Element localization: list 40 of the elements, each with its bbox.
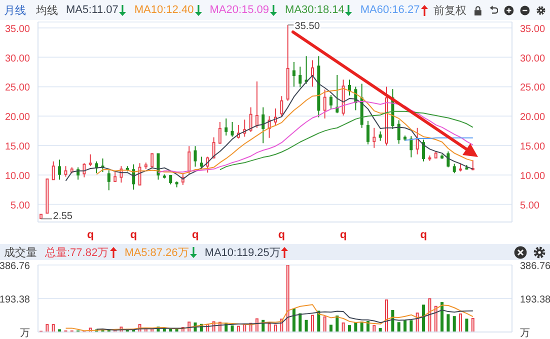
text: MA60:16.27 — [360, 4, 420, 16]
text: MA10:119.25万 — [204, 246, 280, 260]
y2-tick-label: 35.00 — [520, 24, 546, 35]
y2-tick-label: 30.00 — [520, 53, 546, 64]
text: 前复权 — [434, 4, 467, 18]
y2-tick-label: 25.00 — [520, 82, 546, 94]
y-tick-label: 193.38 — [0, 294, 30, 306]
text: MA20:15.09 — [210, 4, 270, 16]
y-tick-label: 30.00 — [4, 53, 30, 64]
text: MA5:11.07 — [66, 4, 118, 16]
legend-title: 均线 — [36, 4, 58, 18]
x-tick-label: q — [278, 228, 286, 241]
y2-tick-label: 386.76 — [520, 261, 550, 272]
y2-tick-label: 10.00 — [520, 170, 546, 182]
y2-tick-label: 万 — [520, 328, 530, 339]
y-tick-label: 386.76 — [0, 261, 30, 272]
y2-tick-label: 193.38 — [520, 294, 550, 306]
text: MA10:12.40 — [134, 4, 194, 16]
y-tick-label: 35.00 — [4, 24, 30, 35]
x-tick-label: q — [87, 228, 94, 241]
text: MA30:18.14 — [285, 4, 344, 16]
text: 总量:77.82万 — [45, 246, 109, 260]
y-tick-label: 10.00 — [4, 170, 30, 182]
x-tick-label: q — [130, 228, 137, 241]
y2-tick-label: 5.00 — [520, 200, 540, 212]
x-tick-label: q — [192, 228, 199, 241]
text: MA5:87.26万 — [124, 246, 189, 260]
chart-title: 月线 — [4, 4, 26, 18]
y-tick-label: 万 — [20, 328, 30, 339]
y-tick-label: 5.00 — [10, 200, 30, 212]
y-tick-label: 25.00 — [4, 82, 30, 94]
y2-tick-label: 15.00 — [520, 142, 546, 153]
y2-tick-label: 20.00 — [520, 112, 546, 124]
x-tick-label: q — [420, 228, 427, 241]
y-tick-label: 15.00 — [4, 142, 30, 153]
annotation: 35.50 — [294, 20, 320, 32]
y-tick-label: 20.00 — [4, 112, 30, 124]
chart-title: 成交量 — [4, 246, 37, 260]
x-tick-label: q — [340, 228, 347, 241]
annotation: 2.55 — [53, 210, 73, 222]
